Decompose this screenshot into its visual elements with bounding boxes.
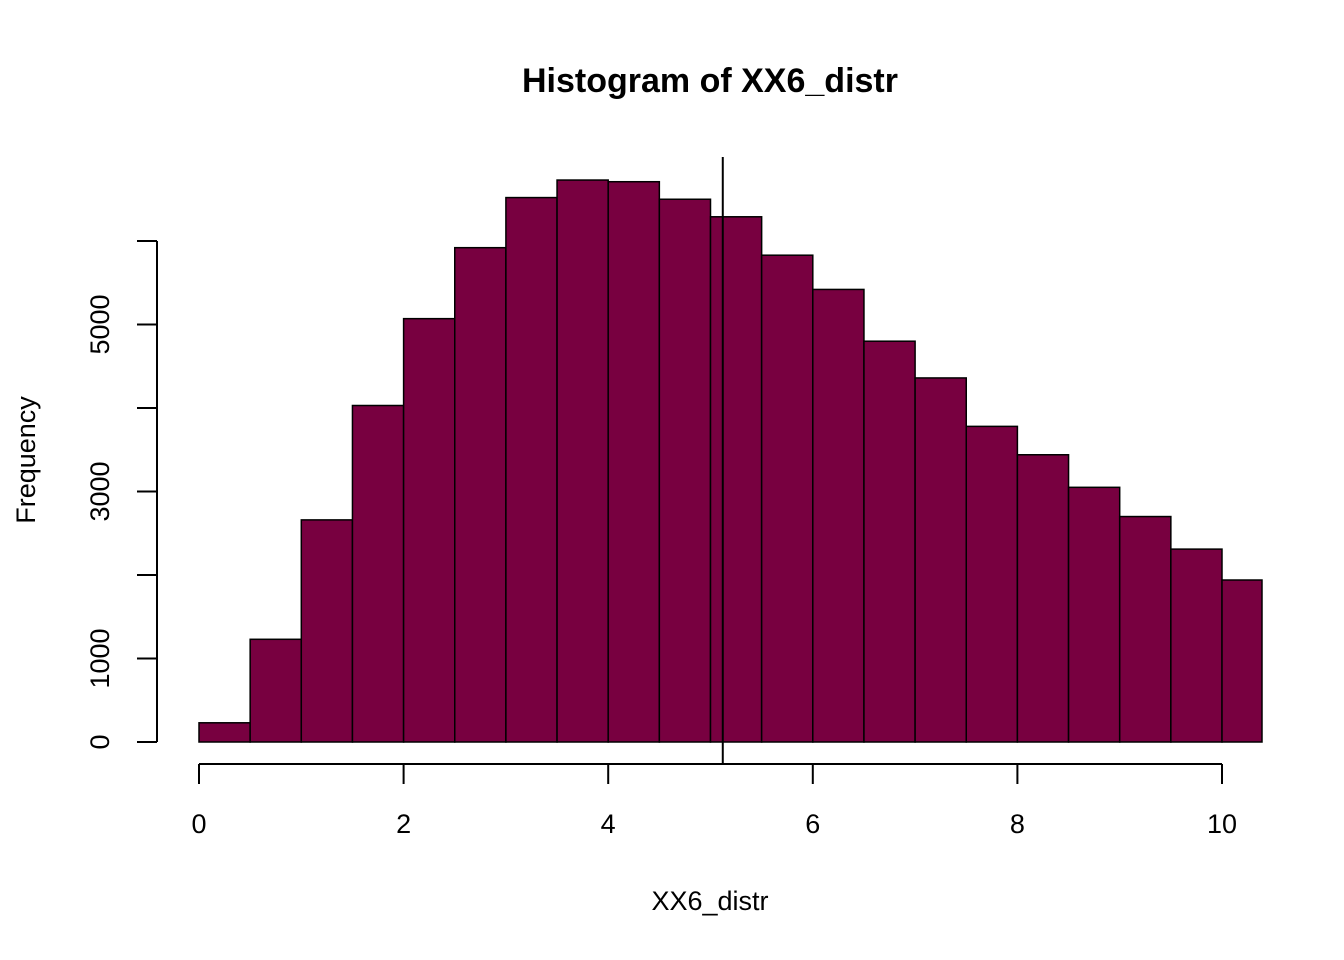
histogram-bar [914,377,967,743]
histogram-bar [249,638,303,743]
y-tick-label: 0 [85,734,115,749]
histogram-bar [1170,548,1223,743]
histogram-bar [760,254,814,743]
histogram-bar [505,196,558,743]
histogram-bar [658,198,712,743]
histogram-bar [351,404,405,743]
bars-group [198,179,1263,743]
chart-title: Histogram of XX6_distr [522,62,898,100]
histogram-bar [1118,515,1172,743]
histogram-bar [709,216,763,743]
x-tick-label: 8 [1010,809,1025,839]
y-axis: 0 1000 3000 5000 [85,240,158,750]
x-tick-label: 10 [1207,809,1237,839]
histogram-bar [965,425,1019,743]
histogram-bar [1016,454,1070,743]
histogram-bar [454,246,507,743]
x-tick-label: 4 [601,809,616,839]
histogram-bar [812,288,865,743]
x-tick-label: 0 [191,809,206,839]
histogram-bar [607,180,661,743]
y-tick-label: 1000 [85,628,115,688]
histogram-bar [402,317,456,743]
histogram-bar [198,722,251,743]
histogram-bar [863,340,916,743]
histogram-bar [300,519,354,743]
x-tick-label: 2 [396,809,411,839]
histogram-bar [1221,579,1263,743]
y-tick-label: 5000 [85,294,115,354]
histogram-bar [1067,486,1121,743]
x-axis-label: XX6_distr [651,886,768,916]
histogram-bar [556,179,609,743]
y-tick-label: 3000 [85,461,115,521]
y-axis-label: Frequency [11,396,41,524]
x-axis: 0 2 4 6 8 10 [191,763,1237,839]
x-tick-label: 6 [805,809,820,839]
